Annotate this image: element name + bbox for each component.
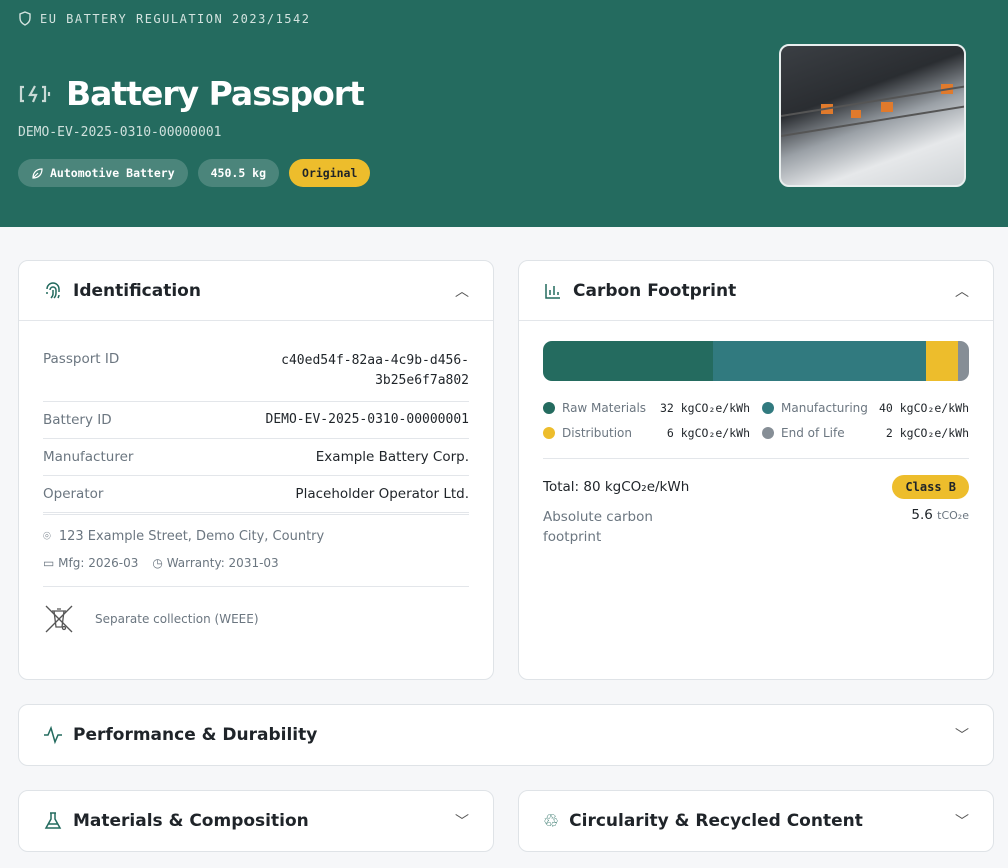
legend-dot bbox=[543, 427, 555, 439]
status-badge: Original bbox=[289, 159, 371, 187]
bar-segment-manufacturing bbox=[713, 341, 927, 381]
map-pin-icon: ⌾ bbox=[43, 529, 51, 544]
circularity-section[interactable]: ♲ Circularity & Recycled Content ﹀ bbox=[518, 790, 994, 852]
carbon-footprint-card: Carbon Footprint ︿ Raw Materials 32 kgCO₂… bbox=[518, 260, 994, 680]
chevron-down-icon[interactable]: ﹀ bbox=[455, 814, 469, 830]
regulation-label: EU BATTERY REGULATION 2023/1542 bbox=[18, 11, 310, 26]
battery-photo bbox=[779, 44, 966, 187]
legend-dot bbox=[543, 402, 555, 414]
passport-id: c40ed54f-82aa-4c9b-d456-3b25e6f7a802 bbox=[281, 353, 469, 388]
carbon-class-badge: Class B bbox=[892, 475, 969, 499]
page-title: Battery Passport bbox=[66, 74, 365, 113]
identification-header[interactable]: Identification ︿ bbox=[19, 261, 493, 321]
legend-dot bbox=[762, 402, 774, 414]
leaf-icon bbox=[32, 167, 43, 179]
performance-section[interactable]: Performance & Durability ﹀ bbox=[18, 704, 994, 766]
chevron-up-icon[interactable]: ︿ bbox=[455, 283, 469, 300]
crossed-bin-icon bbox=[45, 605, 73, 633]
legend-item: Distribution 6 kgCO₂e/kWh bbox=[543, 426, 750, 440]
carbon-footprint-header[interactable]: Carbon Footprint ︿ bbox=[519, 261, 993, 321]
bar-segment-end-of-life bbox=[958, 341, 969, 381]
legend-item: Raw Materials 32 kgCO₂e/kWh bbox=[543, 401, 750, 415]
absolute-carbon-value: 5.6 bbox=[911, 507, 933, 523]
chevron-down-icon[interactable]: ﹀ bbox=[955, 728, 969, 744]
calendar-icon: ▭ bbox=[43, 556, 55, 570]
carbon-total: Total: 80 kgCO₂e/kWh bbox=[543, 479, 690, 495]
fingerprint-icon bbox=[46, 281, 60, 299]
recycle-icon: ♲ bbox=[543, 810, 560, 832]
materials-section[interactable]: Materials & Composition ﹀ bbox=[18, 790, 494, 852]
carbon-stacked-bar bbox=[543, 341, 969, 381]
battery-id: DEMO-EV-2025-0310-00000001 bbox=[18, 125, 222, 140]
legend-item: Manufacturing 40 kgCO₂e/kWh bbox=[762, 401, 969, 415]
activity-icon bbox=[44, 725, 62, 745]
hero-header: EU BATTERY REGULATION 2023/1542 Battery … bbox=[0, 0, 1008, 227]
legend-dot bbox=[762, 427, 774, 439]
weight-badge: 450.5 kg bbox=[197, 159, 280, 187]
chevron-down-icon[interactable]: ﹀ bbox=[955, 814, 969, 830]
bar-chart-icon bbox=[545, 283, 560, 299]
category-badge: Automotive Battery bbox=[18, 159, 188, 187]
bar-segment-raw-materials bbox=[543, 341, 714, 381]
flask-icon bbox=[44, 812, 62, 829]
clock-icon: ◷ bbox=[152, 556, 163, 570]
bar-segment-distribution bbox=[926, 341, 959, 381]
battery-charging-icon bbox=[19, 84, 51, 102]
shield-icon bbox=[19, 11, 31, 26]
legend-item: End of Life 2 kgCO₂e/kWh bbox=[762, 426, 969, 440]
chevron-up-icon[interactable]: ︿ bbox=[955, 283, 969, 300]
identification-card: Identification ︿ Passport ID c40ed54f-82a… bbox=[18, 260, 494, 680]
